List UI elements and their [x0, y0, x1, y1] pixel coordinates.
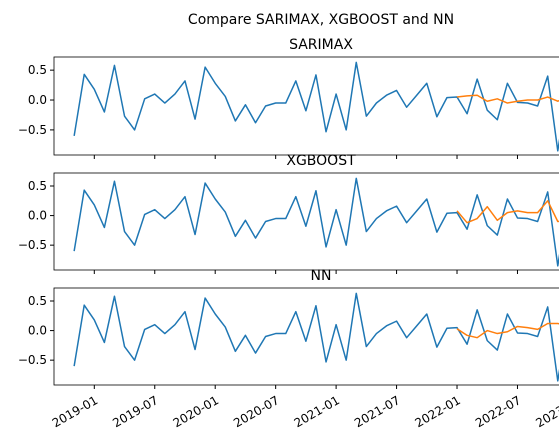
y-tick-label: 0.0: [28, 209, 47, 223]
axes-frame: [53, 56, 559, 156]
y-tick-label: 0.5: [28, 294, 47, 308]
x-tick-label: 2021-01: [292, 393, 342, 430]
figure-title: Compare SARIMAX, XGBOOST and NN: [188, 12, 454, 28]
subplot-title: NN: [311, 268, 332, 284]
x-tick-label: 2020-07: [231, 393, 281, 430]
y-tick-label: 0.0: [28, 324, 47, 338]
y-tick-label: −0.5: [18, 238, 47, 252]
x-tick-label: 2019-07: [110, 393, 160, 430]
x-tick-label: 2020-01: [171, 393, 221, 430]
y-tick-label: 0.0: [28, 93, 47, 107]
axes-frame: [53, 287, 559, 386]
series-line: [456, 94, 559, 104]
subplot-title: XGBOOST: [286, 153, 356, 169]
series-line: [73, 177, 559, 267]
y-tick-label: −0.5: [18, 123, 47, 137]
y-tick-label: 0.5: [28, 179, 47, 193]
y-tick-label: 0.5: [28, 63, 47, 77]
x-tick-label: 2019-01: [50, 393, 100, 430]
x-tick-label: 2023-01: [533, 393, 559, 430]
axes-frame: [53, 172, 559, 271]
x-tick-label: 2022-07: [473, 393, 523, 430]
series-line: [456, 322, 559, 339]
subplot-title: SARIMAX: [289, 37, 353, 53]
x-tick-label: 2022-01: [412, 393, 462, 430]
x-tick-label: 2021-07: [352, 393, 402, 430]
series-line: [73, 292, 559, 382]
series-line: [456, 200, 559, 224]
y-tick-label: −0.5: [18, 353, 47, 367]
series-line: [73, 61, 559, 152]
